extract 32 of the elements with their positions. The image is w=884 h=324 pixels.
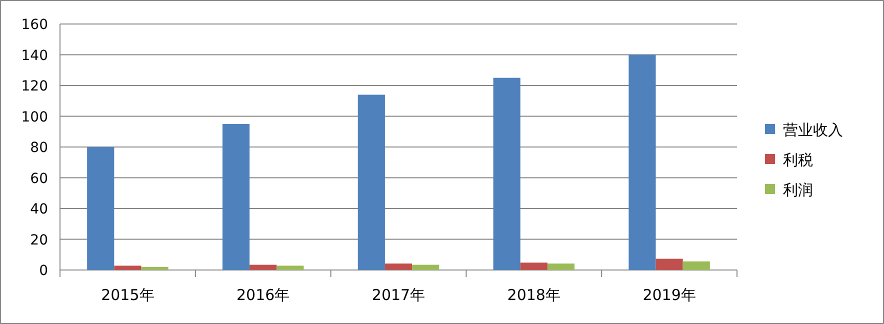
y-tick-label: 60 <box>30 170 48 187</box>
bar <box>141 266 168 270</box>
y-tick-label: 160 <box>21 17 48 33</box>
y-tick-label: 140 <box>21 48 48 64</box>
bar <box>358 94 385 270</box>
bar <box>412 264 440 270</box>
bar <box>493 78 520 270</box>
y-tick-label: 0 <box>39 263 48 279</box>
x-tick-label: 2017年 <box>372 286 426 304</box>
y-tick-label: 100 <box>21 109 48 126</box>
bar <box>384 264 412 270</box>
bar <box>656 258 683 270</box>
bar <box>114 266 142 270</box>
legend-label: 营业收入 <box>783 121 843 139</box>
y-tick-label: 120 <box>21 78 48 94</box>
x-tick-label: 2018年 <box>507 286 560 304</box>
bar <box>276 266 304 270</box>
y-tick-label: 80 <box>30 140 48 156</box>
y-tick-label: 40 <box>30 202 48 218</box>
x-tick-label: 2016年 <box>236 286 290 304</box>
bar <box>250 264 277 270</box>
bar <box>222 124 250 270</box>
x-tick-label: 2015年 <box>101 286 154 304</box>
bar <box>87 147 114 270</box>
bar <box>628 54 656 270</box>
y-tick-label: 20 <box>30 232 48 248</box>
legend-label: 利税 <box>783 151 813 169</box>
bar <box>520 262 548 270</box>
bar <box>682 261 710 270</box>
x-tick-label: 2019年 <box>642 286 696 304</box>
legend-label: 利润 <box>783 181 813 199</box>
bar <box>547 264 575 270</box>
